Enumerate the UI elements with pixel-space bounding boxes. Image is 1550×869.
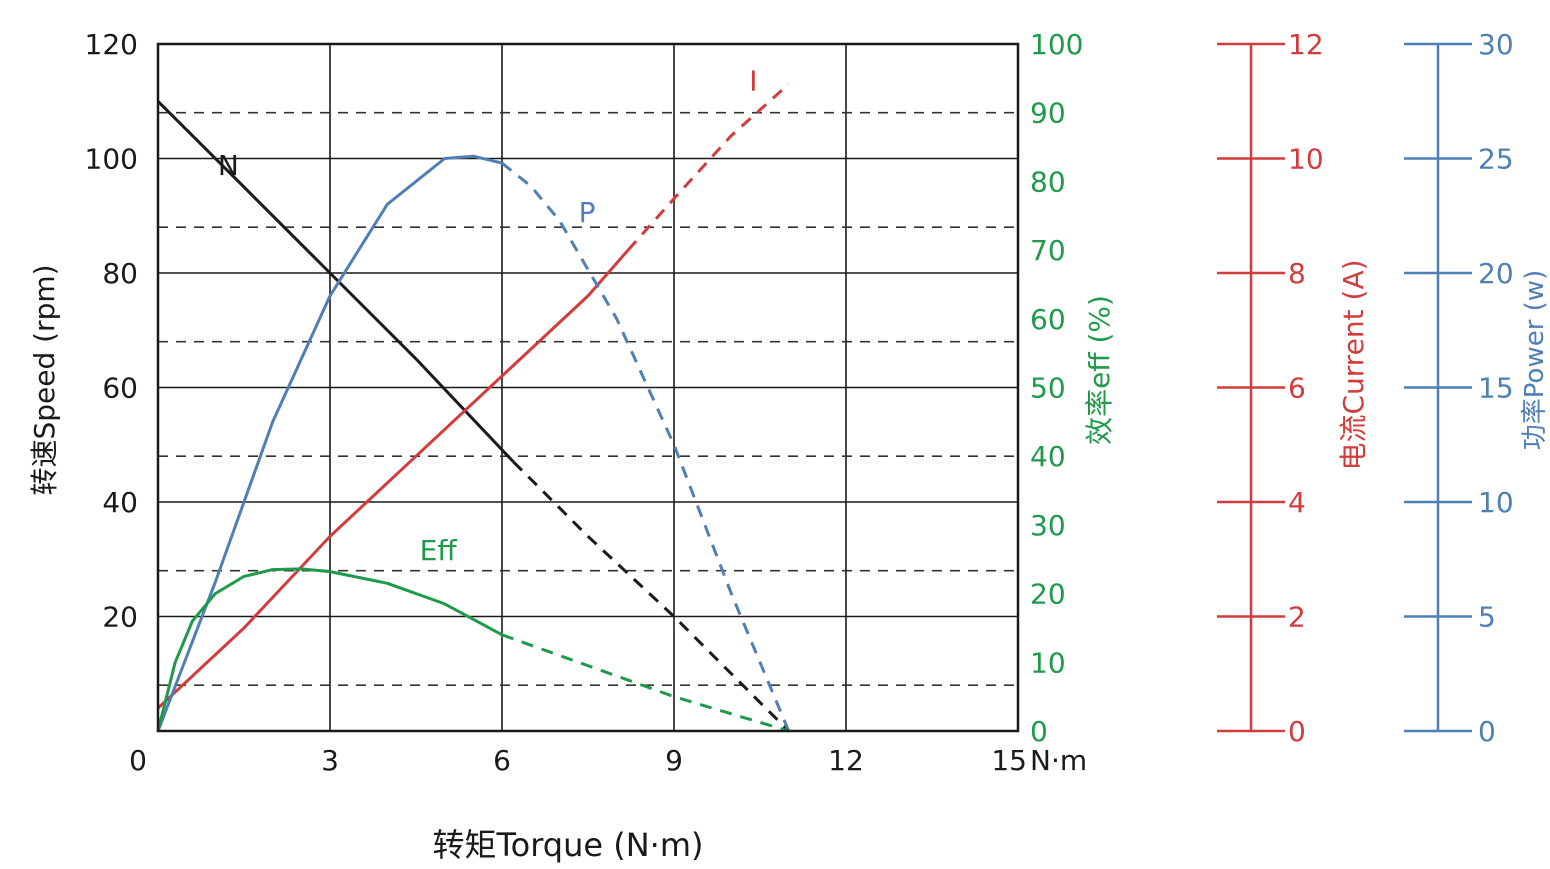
eff-tick-label: 80 xyxy=(1030,165,1066,198)
power-tick-label: 10 xyxy=(1478,486,1514,519)
current-tick-label: 12 xyxy=(1288,28,1324,61)
speed-tick-label: 60 xyxy=(102,372,138,405)
series-p-dashed-line xyxy=(501,161,791,732)
eff-tick-label: 50 xyxy=(1030,372,1066,405)
speed-tick-label: 120 xyxy=(85,28,138,61)
power-tick-label: 5 xyxy=(1478,601,1496,634)
eff-tick-label: 90 xyxy=(1030,97,1066,130)
series-n-label: N xyxy=(218,149,239,182)
eff-tick-label: 0 xyxy=(1030,715,1048,748)
power-tick-label: 30 xyxy=(1478,28,1514,61)
eff-axis-ticks: 0 10 20 30 40 50 60 70 80 90 100 xyxy=(1030,28,1083,748)
series-p-label: P xyxy=(579,196,596,229)
series-p-solid-line xyxy=(156,154,503,732)
speed-axis-ticks: 20 40 60 80 100 120 xyxy=(85,28,138,634)
current-tick-label: 8 xyxy=(1288,257,1306,290)
current-axis: 0 2 4 6 8 10 12 xyxy=(1217,28,1324,748)
series-eff-label: Eff xyxy=(420,534,458,567)
x-tick-label: 15 xyxy=(991,744,1027,777)
series-n-dashed-line xyxy=(512,460,790,733)
eff-tick-label: 30 xyxy=(1030,509,1066,542)
series-n-solid-line xyxy=(156,100,515,463)
x-tick-label: 9 xyxy=(665,744,683,777)
series-eff-solid-line xyxy=(156,567,503,732)
x-tick-label: 3 xyxy=(321,744,339,777)
eff-axis-title: 效率eff (%) xyxy=(1083,295,1116,445)
grid-layer xyxy=(158,44,1018,731)
eff-tick-label: 10 xyxy=(1030,646,1066,679)
speed-tick-label: 100 xyxy=(85,143,138,176)
current-tick-label: 10 xyxy=(1288,143,1324,176)
current-tick-label: 2 xyxy=(1288,601,1306,634)
eff-tick-label: 40 xyxy=(1030,440,1066,473)
eff-tick-label: 100 xyxy=(1030,28,1083,61)
speed-tick-label: 40 xyxy=(102,486,138,519)
x-tick-label: 6 xyxy=(493,744,511,777)
series-eff-dashed-line xyxy=(501,633,790,733)
current-tick-label: 6 xyxy=(1288,372,1306,405)
speed-tick-label: 80 xyxy=(102,257,138,290)
x-tick-label: 0 xyxy=(129,744,147,777)
power-tick-label: 20 xyxy=(1478,257,1514,290)
eff-tick-label: 20 xyxy=(1030,578,1066,611)
series-labels: N I P Eff xyxy=(218,64,758,567)
power-tick-label: 0 xyxy=(1478,715,1496,748)
series-i-solid-line xyxy=(156,249,630,710)
speed-tick-label: 20 xyxy=(102,601,138,634)
x-axis-ticks: 0 3 6 9 12 15 xyxy=(129,744,1027,777)
power-tick-label: 15 xyxy=(1478,372,1514,405)
x-tick-label: 12 xyxy=(828,744,864,777)
eff-tick-label: 60 xyxy=(1030,303,1066,336)
series-i-dashed-line xyxy=(626,82,790,252)
plot-frame xyxy=(156,42,1020,733)
power-axis: 0 5 10 15 20 25 30 xyxy=(1404,28,1514,748)
series-i-label: I xyxy=(749,64,757,97)
x-axis-title: 转矩Torque (N·m) xyxy=(433,826,704,864)
power-axis-title: 功率Power (w) xyxy=(1520,270,1550,450)
current-tick-label: 0 xyxy=(1288,715,1306,748)
speed-axis-title: 转速Speed (rpm) xyxy=(28,264,61,495)
eff-tick-label: 70 xyxy=(1030,234,1066,267)
x-unit-label: N·m xyxy=(1030,744,1087,777)
series-layer xyxy=(156,82,791,733)
current-axis-title: 电流Current (A) xyxy=(1337,259,1370,470)
power-tick-label: 25 xyxy=(1478,143,1514,176)
current-tick-label: 4 xyxy=(1288,486,1306,519)
